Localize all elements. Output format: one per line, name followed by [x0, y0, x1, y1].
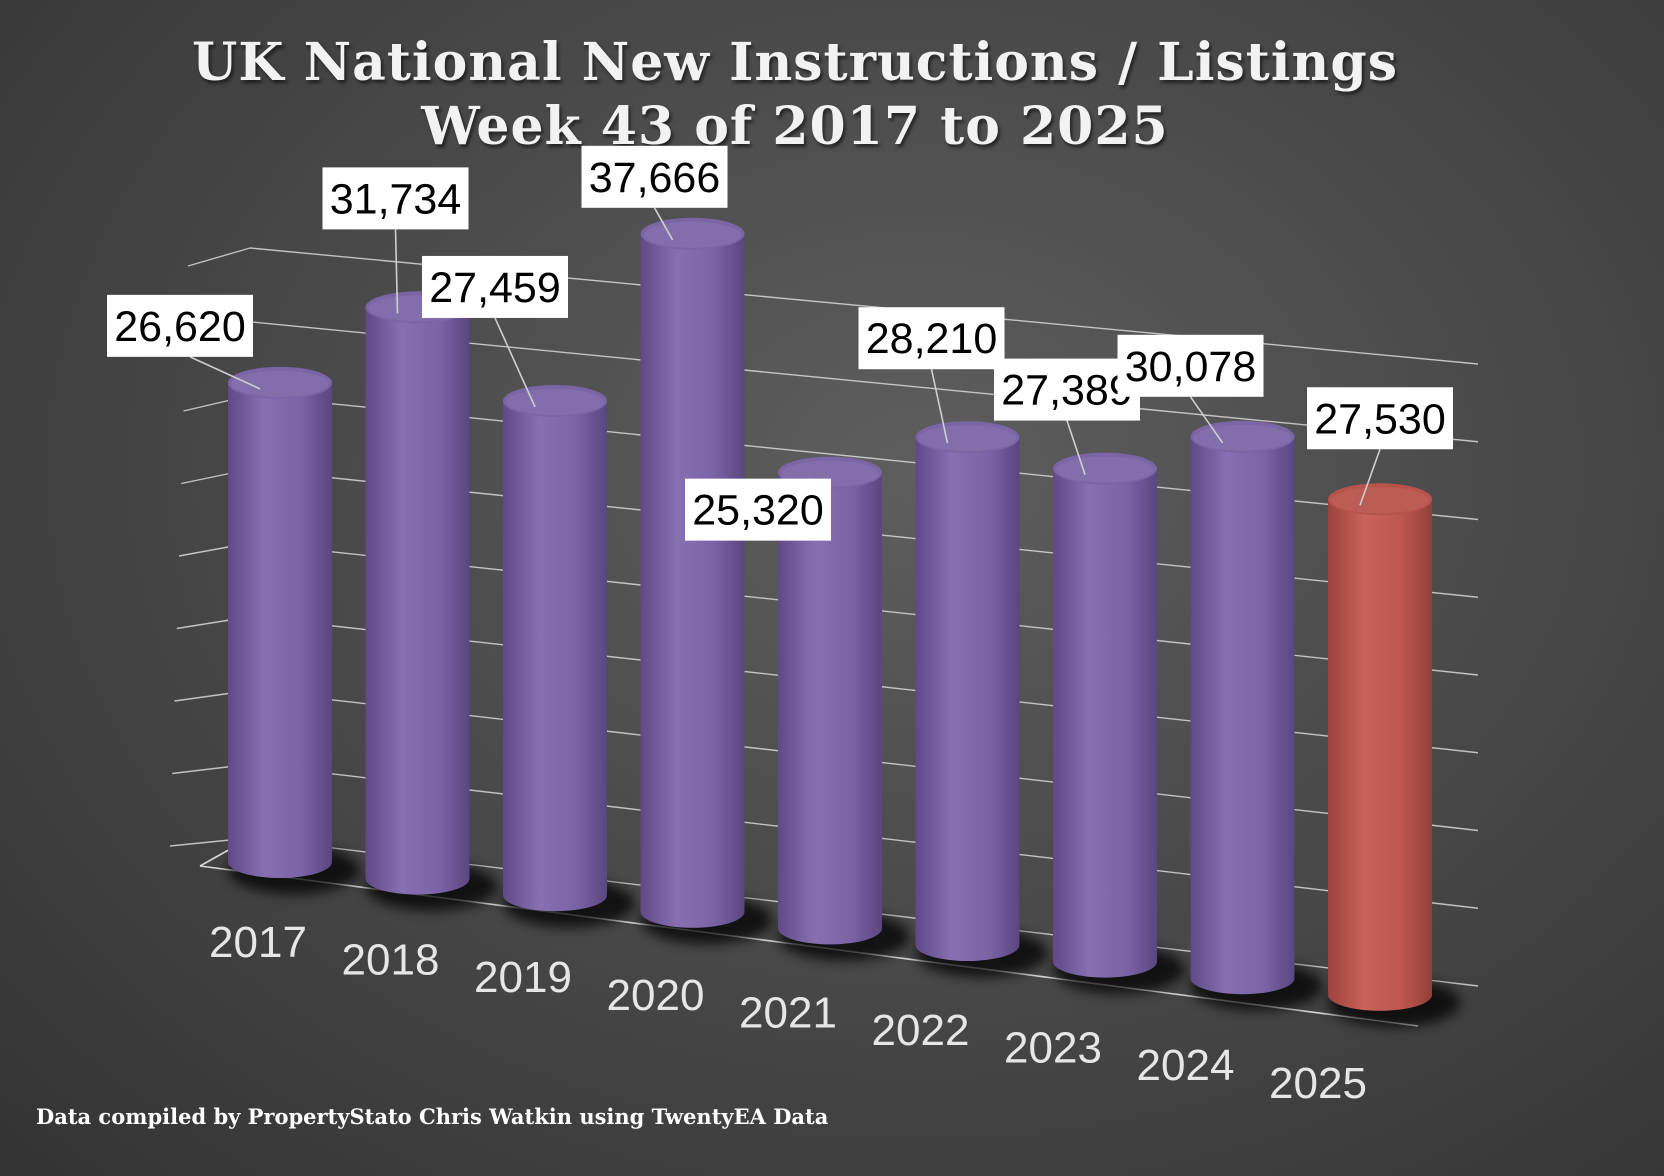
data-labels: 26,620 31,734 27,459 37,666 25,320 28,21027,3…: [107, 145, 1453, 541]
bar-top: [915, 421, 1020, 454]
bar-top: [1190, 420, 1295, 453]
leader-line: [189, 356, 261, 390]
value-label-2018: 31,734: [322, 167, 469, 230]
bar-body: [503, 400, 607, 912]
bar-body: [778, 472, 882, 945]
bar-body: [1053, 468, 1157, 978]
bar-2018: [365, 291, 470, 895]
bar-top-shade: [1331, 487, 1429, 514]
bar-top-shade: [231, 370, 329, 397]
bar-top-shade: [1056, 456, 1154, 483]
bar-2019: [503, 384, 607, 912]
x-tick-label-2025: 2025: [1269, 1059, 1367, 1108]
leader-line: [394, 229, 399, 314]
bar-body: [228, 382, 332, 878]
bar-top: [1053, 452, 1157, 485]
value-label-text: 37,666: [589, 154, 721, 202]
bar-top-shade: [643, 221, 742, 248]
value-label-box: [1117, 334, 1264, 397]
value-label-2025: 27,530: [1307, 387, 1453, 450]
bar-top: [1328, 483, 1432, 516]
gridline-side: [187, 247, 251, 267]
value-label-2020: 37,666: [581, 145, 728, 208]
value-label-2024: 30,078: [1117, 334, 1264, 397]
leader-line: [1189, 396, 1224, 444]
value-label-2022: 28,210: [858, 307, 1005, 370]
leader-line: [494, 317, 536, 408]
value-label-box: [1307, 387, 1453, 450]
bar-body: [915, 437, 1020, 962]
value-label-box: [322, 167, 469, 230]
value-label-box: [107, 294, 253, 357]
value-label-text: 26,620: [114, 303, 246, 351]
x-tick-label-2018: 2018: [342, 936, 440, 985]
value-label-box: [858, 307, 1005, 370]
x-tick-label-2021: 2021: [739, 988, 837, 1037]
value-label-2023: 27,389: [994, 358, 1140, 421]
data-source-footer: Data compiled by PropertyStato Chris Wat…: [36, 1104, 829, 1129]
bar-2017: [228, 366, 332, 878]
value-label-box: [685, 478, 831, 541]
bar-2022: [915, 421, 1020, 962]
value-label-text: 27,459: [429, 264, 561, 312]
bars: [228, 217, 1432, 1011]
x-tick-label-2022: 2022: [872, 1006, 970, 1055]
value-label-text: 31,734: [330, 175, 462, 223]
value-label-text: 30,078: [1125, 343, 1257, 391]
leader-line: [653, 207, 674, 241]
value-label-text: 25,320: [692, 487, 824, 535]
bar-body: [640, 233, 745, 928]
value-label-text: 28,210: [866, 315, 998, 363]
chart-title-line-1: UK National New Instructions / Listings: [191, 32, 1398, 93]
value-label-2021: 25,320: [685, 478, 831, 541]
bar-top-shade: [918, 425, 1017, 452]
value-label-2017: 26,620: [107, 294, 253, 357]
bar-top: [228, 366, 332, 399]
x-tick-label-2024: 2024: [1137, 1041, 1235, 1090]
value-label-box: [581, 145, 728, 208]
x-tick-label-2020: 2020: [607, 971, 705, 1020]
x-tick-label-2019: 2019: [474, 953, 572, 1002]
value-label-text: 27,389: [1001, 367, 1133, 415]
value-label-box: [994, 358, 1140, 421]
bar-2024: [1190, 420, 1295, 995]
bar-2023: [1053, 452, 1157, 978]
value-label-2019: 27,459: [422, 255, 568, 318]
bar-2025: [1328, 483, 1432, 1011]
value-label-box: [422, 255, 568, 318]
x-axis-labels: 2017 2018 2019 2020 2021 2022 2023 2024 2025: [209, 918, 1367, 1108]
bar-2020: [640, 217, 745, 928]
chart-title-line-2: Week 43 of 2017 to 2025: [421, 96, 1169, 157]
leader-line: [1066, 420, 1086, 475]
bar-top: [640, 217, 745, 250]
bar-body: [365, 307, 470, 895]
bar-body: [1328, 499, 1432, 1011]
leader-line: [1359, 448, 1381, 506]
x-tick-label-2017: 2017: [209, 918, 307, 967]
bar-body: [1190, 436, 1295, 995]
leader-line: [930, 369, 949, 444]
value-label-text: 27,530: [1314, 395, 1446, 443]
bar-top-shade: [1193, 424, 1292, 451]
x-tick-label-2023: 2023: [1004, 1024, 1102, 1073]
bar-top-shade: [506, 388, 604, 415]
